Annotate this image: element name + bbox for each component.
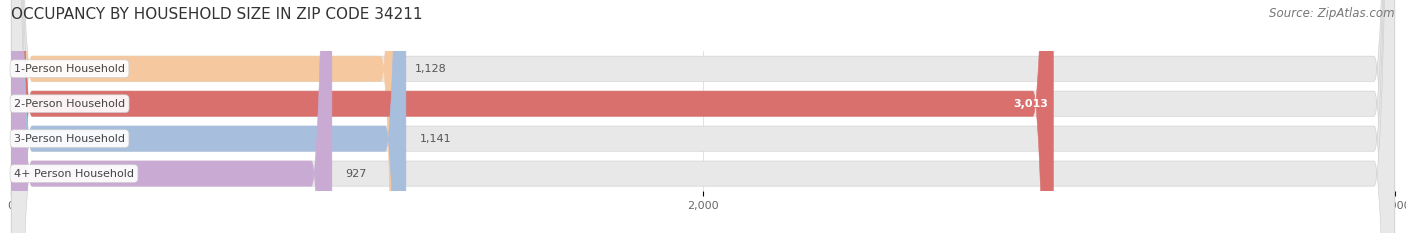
Text: 3,013: 3,013 (1014, 99, 1049, 109)
FancyBboxPatch shape (11, 0, 1053, 233)
FancyBboxPatch shape (11, 0, 406, 233)
Text: 1,141: 1,141 (420, 134, 451, 144)
Text: OCCUPANCY BY HOUSEHOLD SIZE IN ZIP CODE 34211: OCCUPANCY BY HOUSEHOLD SIZE IN ZIP CODE … (11, 7, 423, 22)
Text: 1-Person Household: 1-Person Household (14, 64, 125, 74)
Text: 3-Person Household: 3-Person Household (14, 134, 125, 144)
FancyBboxPatch shape (11, 0, 332, 233)
Text: 4+ Person Household: 4+ Person Household (14, 169, 134, 178)
Text: 1,128: 1,128 (415, 64, 447, 74)
Text: Source: ZipAtlas.com: Source: ZipAtlas.com (1270, 7, 1395, 20)
Text: 927: 927 (346, 169, 367, 178)
Text: 2-Person Household: 2-Person Household (14, 99, 125, 109)
FancyBboxPatch shape (11, 0, 1395, 233)
FancyBboxPatch shape (11, 0, 401, 233)
FancyBboxPatch shape (11, 0, 1395, 233)
FancyBboxPatch shape (11, 0, 1395, 233)
FancyBboxPatch shape (11, 0, 1395, 233)
